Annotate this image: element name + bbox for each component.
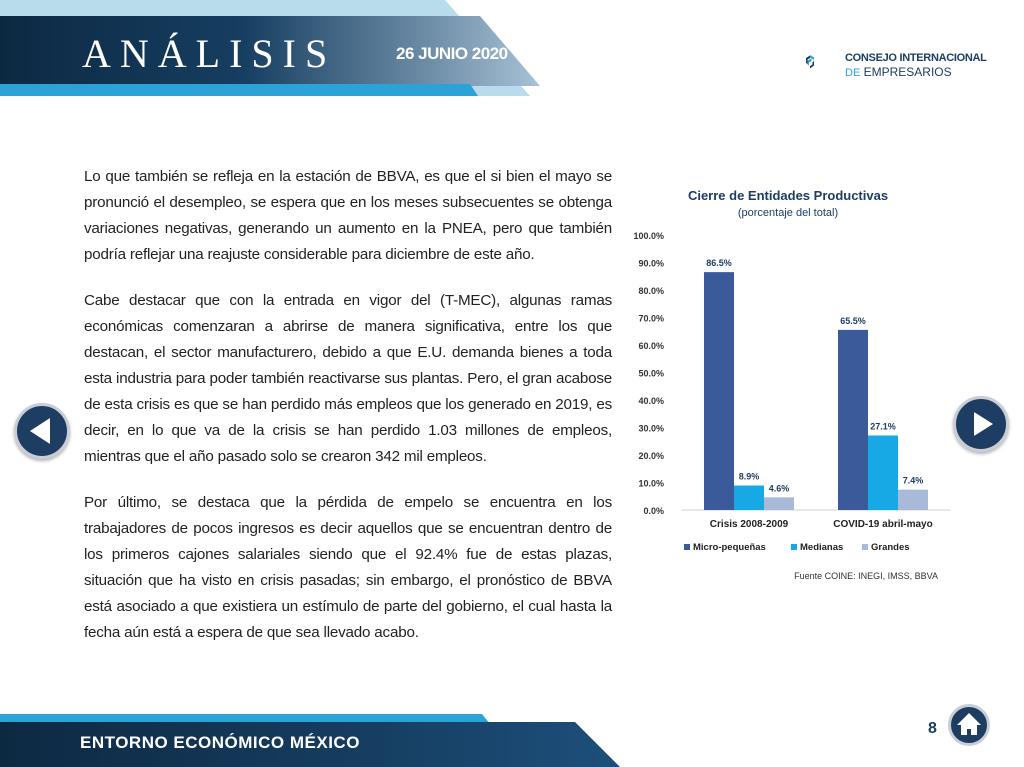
y-tick-label: 0.0% (643, 506, 664, 516)
x-tick-label: Crisis 2008-2009 (710, 519, 789, 530)
page-number: 8 (928, 720, 937, 737)
y-tick-label: 100.0% (633, 231, 664, 241)
footer-title: ENTORNO ECONÓMICO MÉXICO (80, 733, 360, 752)
legend-label: Micro-pequeñas (693, 542, 766, 553)
bar (838, 329, 868, 510)
y-tick-label: 80.0% (638, 286, 664, 296)
bar-value-label: 8.9% (739, 472, 760, 482)
y-tick-label: 50.0% (638, 369, 664, 379)
chart-source: Fuente COINE: INEGI, IMSS, BBVA (794, 571, 938, 580)
logo-name-line2: DE EMPRESARIOS (845, 65, 952, 79)
home-icon (957, 713, 981, 735)
header-accent-stripe (0, 84, 478, 96)
y-tick-label: 90.0% (638, 259, 664, 269)
bar-value-label: 65.5% (840, 316, 866, 326)
y-tick-label: 10.0% (638, 479, 664, 489)
bar-value-label: 7.4% (903, 476, 924, 486)
legend: Micro-pequeñas Medianas Grandes (684, 542, 910, 553)
footer-banner (0, 722, 620, 767)
y-tick-label: 60.0% (638, 341, 664, 351)
header-banner (0, 16, 540, 86)
logo-name-line1: CONSEJO INTERNACIONAL (845, 52, 987, 64)
bar (898, 489, 928, 510)
chart-title: Cierre de Entidades Productivas (688, 188, 888, 203)
next-page-button[interactable] (953, 396, 1009, 452)
coine-logo (806, 55, 814, 69)
logo-prefix: DE (845, 67, 861, 79)
logo-name-word: EMPRESARIOS (863, 65, 952, 79)
paragraph-2: Cabe destacar que con la entrada en vigo… (84, 292, 612, 465)
page-title: ANÁLISIS (82, 31, 337, 76)
header-date: 26 JUNIO 2020 (396, 44, 508, 63)
paragraph-3: Por último, se destaca que la pérdida de… (84, 494, 612, 641)
bar (764, 497, 794, 510)
y-tick-label: 20.0% (638, 451, 664, 461)
paragraph-1: Lo que también se refleja en la estación… (84, 168, 612, 263)
home-button[interactable] (948, 704, 990, 746)
arrow-right-icon (974, 412, 993, 436)
bar (704, 272, 734, 510)
bars: 86.5% 8.9% 4.6% 65.5% 27.1% 7.4% (704, 258, 928, 510)
y-tick-label: 40.0% (638, 396, 664, 406)
closure-chart: Cierre de Entidades Productivas (porcent… (633, 188, 950, 580)
bar-value-label: 27.1% (870, 421, 896, 431)
y-tick-label: 30.0% (638, 424, 664, 434)
chart-subtitle: (porcentaje del total) (738, 207, 838, 219)
bar (868, 435, 898, 510)
legend-swatch (684, 544, 690, 550)
legend-label: Grandes (871, 542, 910, 553)
arrow-left-icon (30, 418, 50, 444)
previous-page-button[interactable] (14, 403, 70, 459)
x-axis: Crisis 2008-2009 COVID-19 abril-mayo (710, 519, 933, 530)
bar (734, 485, 764, 510)
legend-swatch (862, 544, 868, 550)
x-tick-label: COVID-19 abril-mayo (833, 519, 932, 530)
legend-label: Medianas (800, 542, 843, 553)
y-axis: 0.0% 10.0% 20.0% 30.0% 40.0% 50.0% 60.0% 70.0% 8… (633, 231, 950, 516)
y-tick-label: 70.0% (638, 314, 664, 324)
footer-accent-stripe (0, 714, 490, 724)
bar-value-label: 4.6% (769, 483, 790, 493)
legend-swatch (791, 544, 797, 550)
bar-value-label: 86.5% (706, 258, 732, 268)
